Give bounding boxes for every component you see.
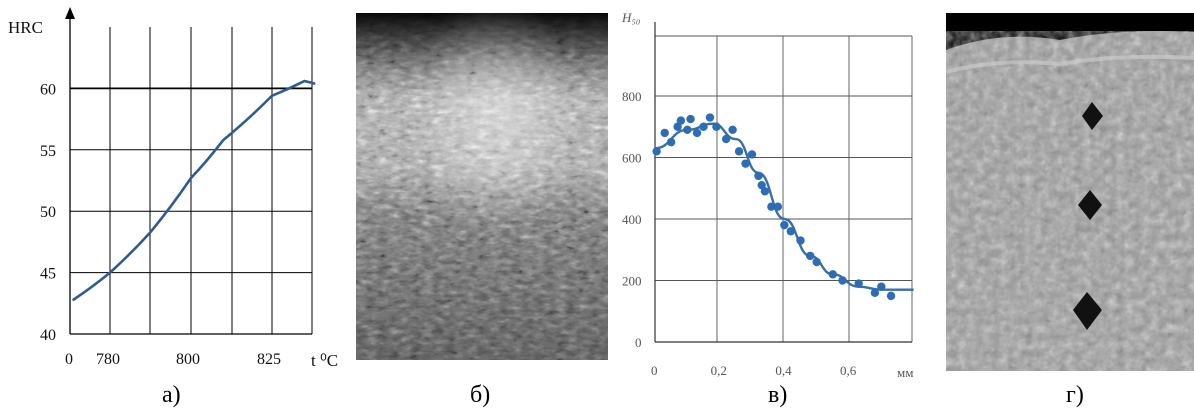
x-axis-label: мм: [897, 365, 913, 380]
data-point: [780, 220, 789, 230]
y-tick-label: 0: [635, 335, 642, 350]
x-tick-label: 0: [65, 351, 73, 368]
data-point: [870, 288, 880, 297]
data-point: [806, 251, 815, 261]
data-point: [796, 236, 805, 245]
data-point: [660, 128, 669, 138]
y-tick-label: 50: [40, 204, 56, 221]
panel-label-v: в): [768, 382, 787, 408]
data-point: [760, 187, 770, 196]
data-point: [812, 257, 821, 267]
hrc-temperature-chart: 40 45 50 55 60 0 780 800 825 HRC t ⁰C: [8, 7, 338, 370]
fit-curve: [654, 122, 914, 291]
indentation-mark: [1073, 292, 1102, 330]
data-point: [877, 282, 886, 291]
data-point: [712, 122, 721, 131]
x-axis-label: t ⁰C: [311, 351, 338, 370]
panel-label-b: б): [470, 382, 490, 408]
data-point: [721, 134, 731, 144]
data-point: [652, 147, 661, 156]
data-point: [676, 116, 686, 125]
data-point: [773, 202, 783, 211]
data-point: [886, 291, 896, 301]
y-tick-label: 45: [40, 266, 56, 283]
data-point: [767, 202, 776, 211]
y-axis-arrow: [65, 7, 75, 19]
x-tick-label: 825: [257, 351, 281, 368]
data-point: [854, 279, 863, 288]
data-point: [673, 122, 682, 131]
indentation-mark: [1078, 190, 1102, 220]
y-tick-label: 200: [622, 274, 642, 289]
y-axis-label: H₅₀: [621, 10, 640, 25]
data-point: [757, 180, 766, 190]
y-tick-label: 60: [40, 81, 56, 98]
data-point: [666, 137, 676, 147]
data-point: [686, 114, 695, 124]
data-point: [699, 122, 708, 131]
data-point: [728, 125, 737, 135]
data-point: [734, 147, 744, 156]
micrograph-b: [356, 13, 608, 360]
x-tick-label: 0,2: [711, 363, 727, 378]
data-point: [786, 227, 795, 236]
y-axis-label: HRC: [8, 18, 43, 37]
y-tick-label: 800: [622, 89, 642, 104]
data-point: [828, 270, 838, 279]
data-point: [838, 276, 847, 285]
y-tick-label: 600: [622, 151, 642, 166]
data-point: [741, 159, 750, 168]
x-tick-label: 800: [176, 351, 200, 368]
y-tick-label: 400: [622, 212, 642, 227]
y-tick-label: 40: [40, 327, 56, 344]
y-tick-label: 55: [40, 143, 56, 160]
hrc-curve: [72, 79, 316, 301]
hardness-depth-chart: 0 200 400 600 800 0 0,2 0,4 0,6 мм H₅₀: [621, 10, 914, 380]
panel-label-a: а): [162, 382, 181, 408]
data-point: [747, 150, 757, 159]
data-point: [705, 113, 715, 122]
x-tick-label: 0,6: [840, 363, 857, 378]
indentation-mark: [1082, 102, 1103, 130]
x-tick-label: 0: [651, 363, 658, 378]
data-point: [754, 171, 763, 181]
data-point: [692, 128, 702, 138]
data-point: [683, 125, 692, 135]
x-tick-label: 780: [96, 351, 120, 368]
panel-label-g: г): [1066, 382, 1084, 408]
micrograph-g: [945, 13, 1194, 371]
x-tick-label: 0,4: [775, 363, 792, 378]
